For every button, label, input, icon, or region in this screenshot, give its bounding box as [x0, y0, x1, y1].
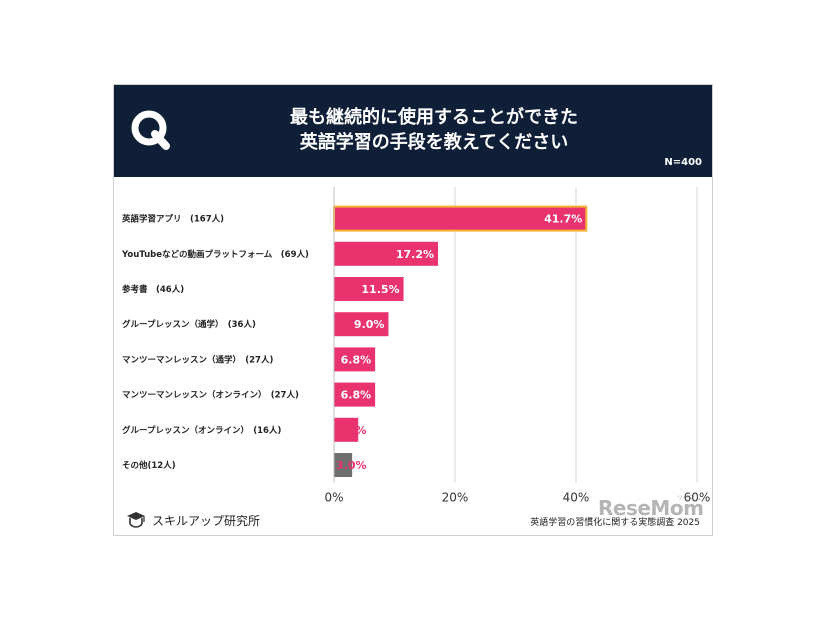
value-label: 3.0% — [336, 459, 367, 472]
x-tick-label: 20% — [442, 491, 469, 505]
logo-text: スキルアップ研究所 — [152, 513, 261, 528]
chart-card: 最も継続的に使用することができた 英語学習の手段を教えてください N=400 0… — [113, 84, 713, 536]
value-label: 6.8% — [341, 389, 372, 402]
value-label: 41.7% — [544, 213, 582, 226]
category-label: マンツーマンレッスン（オンライン） (27人) — [122, 390, 299, 401]
bar — [334, 417, 359, 442]
bar — [334, 241, 439, 266]
value-label: 11.5% — [361, 283, 399, 296]
resemom-watermark: ReseMom — [598, 496, 704, 520]
graduation-cap-icon — [127, 512, 145, 528]
x-tick-label: 0% — [324, 491, 343, 505]
category-label: 英語学習アプリ (167人) — [121, 214, 224, 225]
title-line-2: 英語学習の手段を教えてください — [299, 132, 569, 153]
q-letter-icon — [131, 110, 170, 150]
bar — [334, 277, 404, 301]
resemom-watermark-sub: リセマム — [677, 495, 702, 502]
x-tick-label: 60% — [684, 491, 711, 505]
value-label: 17.2% — [396, 248, 434, 261]
category-label: グループレッスン（オンライン） (16人) — [122, 425, 281, 436]
category-label: マンツーマンレッスン（通学） (27人) — [122, 354, 273, 365]
value-label: 9.0% — [354, 318, 385, 331]
value-label: 6.8% — [341, 353, 372, 366]
category-label: 参考書 (46人) — [122, 284, 184, 295]
chart-header: 最も継続的に使用することができた 英語学習の手段を教えてください N=400 — [114, 85, 712, 177]
bar — [334, 453, 353, 477]
category-label: その他(12人) — [122, 460, 176, 471]
bar — [334, 347, 376, 372]
category-label: グループレッスン（通学） (36人) — [122, 319, 256, 330]
bar-chart: 0% 20% 40% 60% 英語学習アプリ (167人) 41.7% YouTubeなどの… — [121, 187, 711, 505]
footer-logo: スキルアップ研究所 — [126, 510, 260, 530]
chart-title: 最も継続的に使用することができた 英語学習の手段を教えてください — [214, 105, 654, 155]
x-tick-label: 40% — [563, 491, 590, 505]
bar — [334, 382, 376, 407]
title-line-1: 最も継続的に使用することができた — [290, 107, 578, 128]
source-text: 英語学習の習慣化に関する実態調査 2025 — [530, 518, 700, 528]
sample-size-label: N=400 — [664, 157, 702, 168]
value-label: 4.0% — [336, 424, 367, 437]
bar — [334, 312, 389, 337]
category-label: YouTubeなどの動画プラットフォーム (69人) — [121, 249, 309, 260]
